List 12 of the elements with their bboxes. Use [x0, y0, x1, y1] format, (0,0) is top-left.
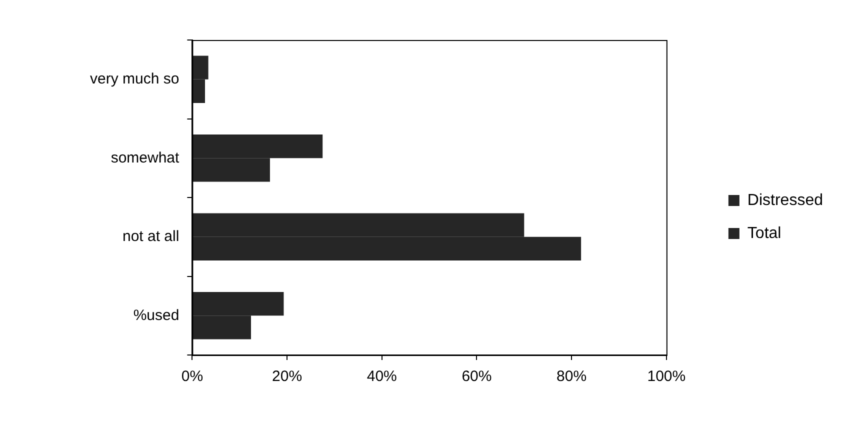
x-tick-label: 80%	[556, 368, 587, 386]
x-tick-label: 0%	[181, 368, 204, 386]
y-tick-label: not at all	[122, 228, 180, 246]
y-tick-label: somewhat	[110, 149, 180, 166]
y-tick-label: %used	[133, 306, 180, 324]
legend-label: Total	[747, 224, 782, 242]
x-tick-label: 100%	[647, 368, 686, 386]
legend-label: Distressed	[747, 192, 823, 209]
x-tick-label: 60%	[462, 368, 492, 386]
y-tick-label: very much so	[90, 70, 180, 88]
x-tick-label: 40%	[366, 368, 397, 386]
x-tick-label: 20%	[272, 368, 302, 386]
